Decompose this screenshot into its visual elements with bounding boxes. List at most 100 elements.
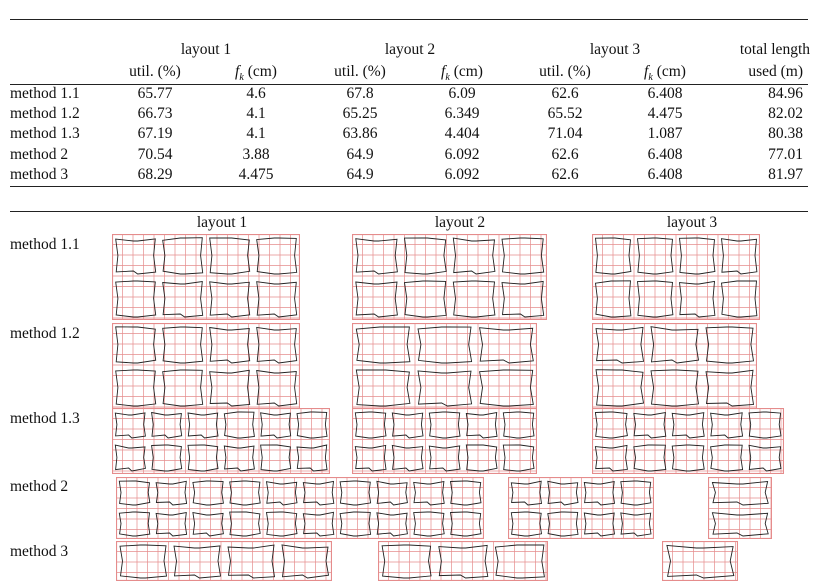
garment-piece xyxy=(155,480,188,506)
garment-piece xyxy=(376,480,408,506)
table-cell-f2: 4.404 xyxy=(444,125,480,143)
garment-piece xyxy=(355,326,411,364)
garment-piece xyxy=(479,369,534,407)
garment-piece xyxy=(502,411,535,439)
garment-piece xyxy=(403,237,447,275)
garment-piece xyxy=(720,238,758,275)
garment-piece xyxy=(413,511,445,537)
garment-piece xyxy=(118,511,151,537)
table-cell-f3: 6.408 xyxy=(647,145,683,163)
garment-piece xyxy=(711,512,769,537)
garment-piece xyxy=(710,444,744,472)
garment-piece xyxy=(354,444,387,472)
garment-piece xyxy=(162,237,204,275)
panel-method-2-layout-2 xyxy=(508,477,654,539)
table-header-rule xyxy=(10,84,808,85)
garment-piece xyxy=(465,444,498,472)
marker-border xyxy=(112,408,330,474)
table-cell-u1: 68.29 xyxy=(137,165,173,183)
garment-piece xyxy=(452,280,496,318)
garment-piece xyxy=(256,237,298,275)
marker-border xyxy=(592,323,757,409)
garment-piece xyxy=(302,480,335,506)
garment-piece xyxy=(265,511,298,537)
garment-piece xyxy=(671,412,705,439)
garment-piece xyxy=(339,480,372,506)
figure-row-label-method-2: method 2 xyxy=(10,478,69,495)
table-cell-f3: 4.475 xyxy=(647,105,683,123)
garment-piece xyxy=(620,512,652,537)
row-method-label: method 1.1 xyxy=(10,85,80,102)
table-bottom-rule xyxy=(10,186,808,187)
marker-border xyxy=(352,323,537,409)
garment-piece xyxy=(479,327,534,364)
garment-piece xyxy=(260,444,292,472)
panel-method-3-layout-3 xyxy=(662,541,738,581)
table-cell-total: 82.02 xyxy=(768,105,803,123)
garment-piece xyxy=(209,326,251,364)
marker-border xyxy=(508,477,654,539)
table-cell-total: 77.01 xyxy=(768,145,803,163)
garment-piece xyxy=(413,481,445,506)
panel-method-3-layout-1 xyxy=(116,541,332,581)
figure-top-rule xyxy=(10,211,808,212)
garment-piece xyxy=(636,280,674,318)
garment-piece xyxy=(209,281,251,318)
garment-piece xyxy=(302,511,335,537)
garment-piece xyxy=(403,280,447,318)
table-cell-f1: 4.475 xyxy=(238,165,274,183)
panel-method-1-1-layout-1 xyxy=(112,234,300,320)
garment-piece xyxy=(748,411,782,439)
garment-piece xyxy=(223,411,255,439)
garment-piece xyxy=(671,444,705,472)
garment-piece xyxy=(583,512,616,537)
garment-piece xyxy=(151,444,183,472)
garment-piece xyxy=(355,281,398,318)
garment-piece xyxy=(595,369,645,407)
garment-piece xyxy=(705,326,755,364)
garment-piece xyxy=(594,280,632,318)
garment-piece xyxy=(115,369,157,407)
table-cell-f2: 6.09 xyxy=(448,85,476,102)
subheader-fk-1: fk (cm) xyxy=(235,63,277,84)
row-method-label: method 2 xyxy=(10,145,69,163)
garment-piece xyxy=(633,444,667,472)
garment-piece xyxy=(381,544,432,579)
garment-piece xyxy=(650,369,700,407)
garment-piece xyxy=(355,238,398,275)
table-cell-u3: 65.52 xyxy=(547,105,583,123)
garment-piece xyxy=(449,480,482,506)
garment-piece xyxy=(162,369,204,407)
subheader-util-1: util. (%) xyxy=(129,63,181,80)
table-top-rule xyxy=(10,19,808,20)
garment-piece xyxy=(428,411,461,439)
header-layout-3: layout 3 xyxy=(589,41,641,58)
table-cell-u2: 63.86 xyxy=(342,125,378,143)
garment-piece xyxy=(209,369,251,407)
table-cell-u2: 65.25 xyxy=(342,105,378,123)
garment-piece xyxy=(256,326,298,364)
table-cell-u3: 62.6 xyxy=(551,165,579,183)
table-cell-u1: 67.19 xyxy=(137,125,173,143)
panel-method-3-layout-2 xyxy=(378,541,548,581)
garment-piece xyxy=(748,444,782,472)
garment-piece xyxy=(501,237,545,275)
garment-piece xyxy=(502,444,535,472)
garment-piece xyxy=(192,480,224,506)
subheader-fk-3: fk (cm) xyxy=(644,63,686,84)
garment-piece xyxy=(594,237,632,275)
table-cell-f1: 4.1 xyxy=(246,105,266,123)
garment-piece xyxy=(494,544,545,579)
table-cell-f1: 4.6 xyxy=(246,85,266,102)
table-cell-total: 81.97 xyxy=(768,165,803,183)
garment-piece xyxy=(229,480,261,506)
garment-piece xyxy=(115,326,157,364)
table-cell-u2: 67.8 xyxy=(346,85,374,102)
garment-piece xyxy=(229,511,261,537)
garment-piece xyxy=(594,411,628,439)
header-layout-2: layout 2 xyxy=(384,41,436,58)
table-cell-total: 80.38 xyxy=(768,125,803,143)
table-cell-u1: 66.73 xyxy=(137,105,173,123)
figure-col-header-layout-1: layout 1 xyxy=(196,214,248,231)
table-cell-u2: 64.9 xyxy=(346,165,374,183)
